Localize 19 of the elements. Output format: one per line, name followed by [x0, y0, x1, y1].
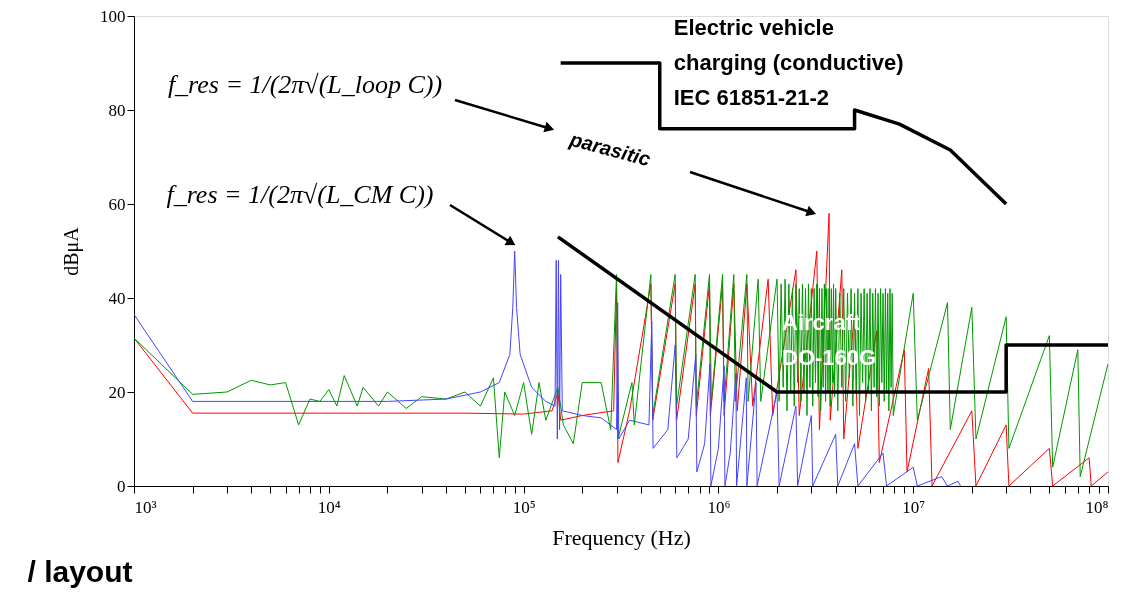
- annotation: f_res = 1/(2π√(L_loop C)): [167, 70, 443, 99]
- x-tick-label: 10⁷: [902, 497, 926, 517]
- x-axis-title: Frequency (Hz): [552, 524, 691, 550]
- x-tick-label: 10³: [134, 497, 157, 517]
- annotation: Electric vehicle charging (conductive) IEC 61851-21-2: [673, 14, 904, 110]
- y-axis-title: dBμA: [60, 226, 83, 276]
- y-tick-label: 20: [108, 382, 126, 402]
- x-tick-label: 10⁴: [317, 497, 341, 517]
- y-tick-label: 60: [108, 194, 126, 214]
- x-tick-label: 10⁵: [512, 497, 536, 517]
- y-tick-label: 80: [108, 100, 126, 120]
- annotation: parasitic: [566, 127, 653, 171]
- annotation: f_res = 1/(2π√(L_CM C)): [166, 180, 434, 209]
- x-tick-label: 10⁶: [707, 497, 731, 517]
- text: / layout: [27, 555, 133, 588]
- y-tick-label: 0: [117, 476, 126, 496]
- y-tick-label: 40: [108, 288, 126, 308]
- x-tick-label: 10⁸: [1085, 497, 1109, 517]
- y-tick-label: 100: [100, 6, 126, 26]
